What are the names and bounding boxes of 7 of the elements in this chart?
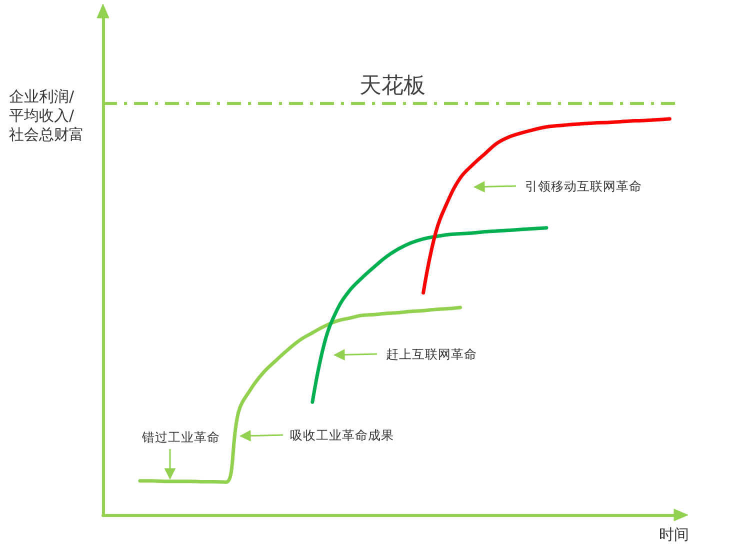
y-axis-title: 企业利润/ 平均收入/ 社会总财富 (9, 88, 84, 144)
ref-line-label: 天花板 (360, 74, 426, 99)
annotation: 错过工业革命 (141, 430, 220, 444)
x-axis-title: 时间 (659, 526, 689, 544)
annotation: 吸收工业革命成果 (290, 428, 394, 442)
annotation: 赶上互联网革命 (386, 346, 477, 362)
annotation: 引领移动互联网革命 (525, 178, 642, 194)
